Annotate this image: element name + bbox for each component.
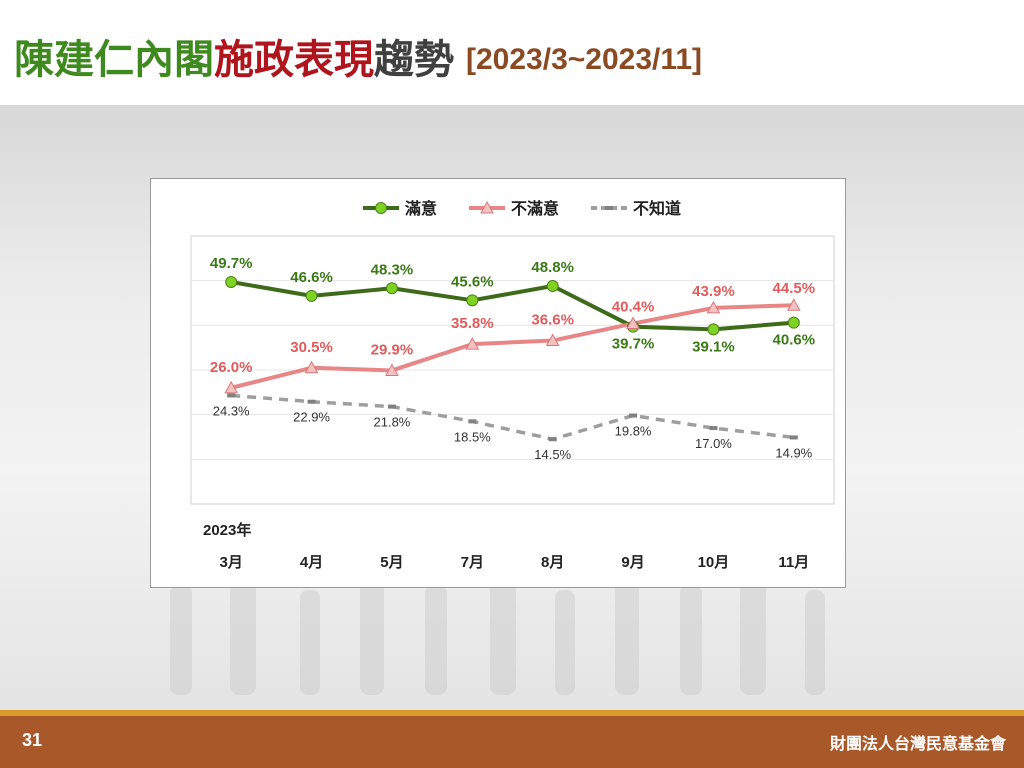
data-point-s3-5 bbox=[548, 437, 557, 442]
line-chart: 滿意 不滿意 不知道 49.7% 46.6% 48.3% 45.6% 48.8% 39.7% 39… bbox=[190, 199, 835, 571]
x-tick-label-3: 5月 bbox=[380, 554, 403, 571]
title-part-cabinet: 陳建仁內閣 bbox=[14, 37, 214, 83]
crowd-silhouette-decoration bbox=[170, 575, 825, 695]
data-label-s1-3: 48.3% bbox=[371, 261, 414, 278]
data-label-s1-4: 45.6% bbox=[451, 273, 494, 290]
slide-title: 陳建仁內閣施政表現趨勢 [2023/3~2023/11] bbox=[14, 34, 702, 86]
data-point-s1-1 bbox=[225, 276, 238, 289]
footer-bar: 31 財團法人台灣民意基金會 bbox=[0, 716, 1024, 768]
data-point-s2-6 bbox=[626, 316, 640, 330]
data-point-s1-4 bbox=[466, 294, 479, 307]
data-point-s3-8 bbox=[789, 435, 798, 440]
x-tick-label-7: 10月 bbox=[698, 554, 730, 571]
data-label-s1-6: 39.7% bbox=[612, 336, 655, 353]
legend-label-3: 不知道 bbox=[633, 199, 681, 218]
legend-label-1: 滿意 bbox=[405, 199, 437, 218]
data-point-s2-4 bbox=[465, 337, 480, 350]
series-line-2 bbox=[230, 303, 794, 390]
x-tick-label-4: 7月 bbox=[461, 554, 484, 571]
data-point-s2-1 bbox=[224, 380, 239, 394]
data-point-s1-3 bbox=[385, 282, 398, 295]
data-label-s3-8: 14.9% bbox=[775, 445, 812, 460]
title-part-trend: 趨勢 bbox=[374, 37, 454, 83]
series-line-1 bbox=[230, 280, 794, 332]
data-label-s3-7: 17.0% bbox=[695, 436, 732, 451]
data-point-s2-2 bbox=[304, 360, 319, 374]
title-part-performance: 施政表現 bbox=[214, 37, 374, 83]
data-label-s1-1: 49.7% bbox=[210, 255, 253, 272]
data-point-s1-5 bbox=[546, 280, 559, 293]
x-tick-label-6: 9月 bbox=[621, 554, 644, 571]
data-point-s3-6 bbox=[629, 413, 638, 418]
data-point-s3-1 bbox=[227, 393, 236, 398]
chart-panel: 滿意 不滿意 不知道 49.7% 46.6% 48.3% 45.6% 48.8% 39.7% 39… bbox=[150, 178, 846, 588]
data-point-s3-3 bbox=[387, 404, 396, 409]
data-label-s1-5: 48.8% bbox=[531, 259, 574, 276]
data-label-s3-4: 18.5% bbox=[454, 429, 491, 444]
data-label-s3-2: 22.9% bbox=[293, 410, 330, 425]
data-label-s2-3: 29.9% bbox=[371, 341, 414, 358]
page-number: 31 bbox=[22, 730, 43, 750]
x-tick-label-1: 3月 bbox=[220, 554, 243, 571]
data-point-s2-3 bbox=[385, 363, 399, 376]
x-tick-label-2: 4月 bbox=[300, 554, 323, 571]
data-point-s3-7 bbox=[709, 426, 718, 431]
data-label-s3-5: 14.5% bbox=[534, 447, 571, 462]
data-label-s2-8: 44.5% bbox=[773, 280, 816, 297]
data-point-s2-5 bbox=[545, 333, 560, 347]
organization-name: 財團法人台灣民意基金會 bbox=[829, 734, 1006, 753]
x-tick-label-8: 11月 bbox=[778, 554, 809, 571]
legend-marker-3 bbox=[605, 206, 613, 210]
footer-accent-line bbox=[0, 710, 1024, 716]
year-label: 2023年 bbox=[203, 521, 251, 539]
legend-marker-2 bbox=[480, 200, 494, 214]
data-label-s2-2: 30.5% bbox=[290, 339, 333, 356]
data-label-s2-6: 40.4% bbox=[612, 299, 655, 316]
title-bar: 陳建仁內閣施政表現趨勢 [2023/3~2023/11] bbox=[0, 0, 1024, 105]
data-label-s1-2: 46.6% bbox=[290, 269, 333, 286]
data-label-s3-6: 19.8% bbox=[615, 424, 652, 439]
data-point-s1-2 bbox=[305, 289, 318, 302]
data-label-s3-3: 21.8% bbox=[374, 415, 411, 430]
data-label-s1-7: 39.1% bbox=[692, 338, 735, 355]
data-point-s2-7 bbox=[706, 300, 721, 314]
data-label-s3-1: 24.3% bbox=[213, 403, 250, 418]
data-point-s1-7 bbox=[707, 323, 720, 336]
legend-label-2: 不滿意 bbox=[511, 199, 559, 218]
data-label-s2-4: 35.8% bbox=[451, 315, 494, 332]
data-label-s2-1: 26.0% bbox=[210, 359, 253, 376]
legend-marker-1 bbox=[375, 202, 387, 214]
data-point-s1-8 bbox=[787, 316, 800, 329]
x-tick-label-5: 8月 bbox=[541, 554, 564, 571]
title-date-range: [2023/3~2023/11] bbox=[466, 43, 703, 76]
data-label-s2-7: 43.9% bbox=[692, 283, 735, 300]
data-point-s3-4 bbox=[468, 419, 477, 424]
data-label-s1-8: 40.6% bbox=[773, 332, 816, 349]
data-point-s2-8 bbox=[786, 298, 801, 311]
data-point-s3-2 bbox=[307, 399, 316, 404]
data-label-s2-5: 36.6% bbox=[531, 312, 574, 329]
